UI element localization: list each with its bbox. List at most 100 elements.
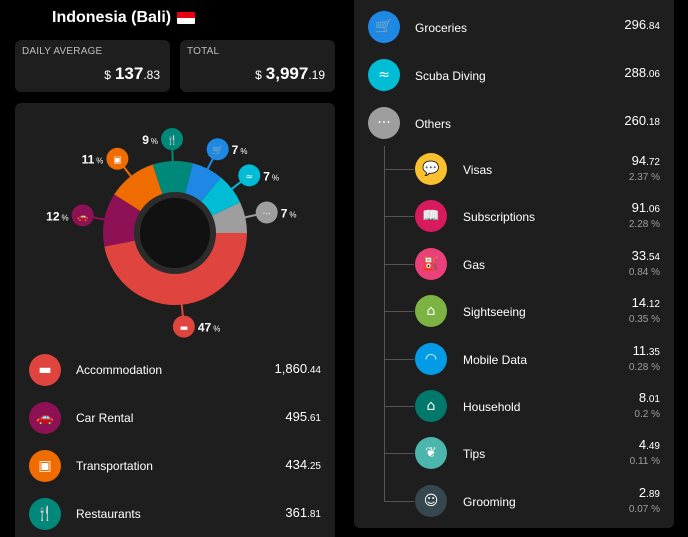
tree-branch (384, 216, 414, 218)
cart-icon-glyph: 🛒 (375, 19, 393, 35)
donut-percent-label: 7% (263, 169, 279, 183)
category-name: Transportation (76, 459, 153, 473)
plant-icon: ❦ (415, 437, 447, 470)
subcategory-row[interactable]: ❦ Tips 4.49 0.11 % (354, 431, 674, 475)
subcategory-row[interactable]: ☺ Grooming 2.89 0.07 % (354, 479, 674, 523)
amount: 2.89 (639, 485, 660, 500)
category-row[interactable]: 🍴 Restaurants 361.81 (15, 494, 335, 534)
amount-int: 8 (638, 390, 647, 405)
subcategory-percent: 2.28 % (628, 219, 660, 231)
cutlery-icon (161, 128, 184, 151)
page-title: Indonesia (Bali) (52, 9, 196, 27)
donut-icon-glyph: ▬ (180, 324, 189, 334)
amount-int: 288 (624, 65, 647, 80)
cart-icon: 🛒 (368, 11, 400, 43)
subcategory-row[interactable]: ◠ Mobile Data 11.35 0.28 % (354, 337, 674, 381)
subcategory-row[interactable]: 💬 Visas 94.72 2.37 % (354, 147, 674, 191)
total-dec: .19 (308, 68, 325, 82)
donut-slice[interactable] (184, 163, 221, 204)
daily-average-card: DAILY AVERAGE $ 137.83 (15, 40, 170, 92)
donut-slice[interactable] (152, 161, 193, 197)
home-icon: ⌂ (415, 390, 447, 422)
home-icon-glyph: ⌂ (426, 398, 436, 414)
subcategory-name: Grooming (463, 494, 516, 509)
car-icon (71, 204, 94, 227)
category-row[interactable]: ▬ Accommodation 1,860.44 (15, 350, 335, 390)
bus-icon (106, 147, 129, 170)
total-int: 3,997 (265, 64, 309, 83)
amount: 8.01 (639, 390, 660, 405)
tree-connector (384, 146, 385, 501)
bed-icon: ▬ (29, 354, 61, 386)
amount-dec: .81 (307, 509, 321, 520)
amount: 434.25 (285, 457, 321, 472)
donut-percent-label: 9% (142, 133, 158, 147)
total-value: $ 3,997.19 (255, 64, 325, 84)
amount: 11.35 (633, 343, 660, 358)
car-icon: 🚗 (29, 402, 61, 434)
tree-branch (384, 169, 414, 170)
subcategory-row[interactable]: ⌂ Sightseeing 14.12 0.35 % (354, 289, 674, 333)
swim-icon-glyph: ≈ (378, 67, 390, 83)
donut-percent-label: 7% (232, 143, 248, 157)
book-icon: 📖 (415, 200, 447, 233)
subcategory-row[interactable]: ⌂ Household 8.01 0.2 % (354, 384, 674, 428)
total-card: TOTAL $ 3,997.19 (180, 40, 335, 92)
more-icon-glyph: ··· (377, 115, 391, 131)
category-name: Scuba Diving (415, 69, 486, 83)
wifi-icon: ◠ (415, 342, 447, 375)
amount: 33.54 (632, 248, 660, 263)
subcategory-percent: 0.84 % (628, 266, 660, 278)
donut-icon-glyph: ··· (262, 209, 271, 219)
face-icon: ☺ (415, 484, 447, 517)
amount: 495.61 (285, 409, 321, 424)
amount-dec: .01 (646, 394, 660, 405)
subcategory-percent: 2.37 % (628, 172, 660, 183)
subcategory-row[interactable]: ⛽ Gas 33.54 0.84 % (354, 242, 674, 286)
amount-int: 361 (285, 505, 308, 520)
amount: 4.49 (639, 437, 660, 452)
subcategory-name: Visas (463, 163, 493, 177)
amount-int: 434 (285, 457, 308, 472)
currency-symbol: $ (104, 68, 111, 82)
category-name: Car Rental (76, 411, 134, 425)
daily-average-int: 137 (114, 64, 144, 83)
amount: 91.06 (632, 200, 660, 215)
amount-dec: .54 (646, 251, 660, 263)
wifi-icon-glyph: ◠ (424, 350, 438, 367)
category-row[interactable]: ··· Others 260.18 (354, 102, 674, 144)
landmark-icon-glyph: ⌂ (426, 303, 436, 320)
amount-int: 94 (631, 153, 647, 168)
tree-branch (384, 406, 414, 407)
donut-icon-glyph: ≈ (246, 172, 254, 182)
landmark-icon: ⌂ (415, 295, 447, 328)
daily-average-dec: .83 (143, 68, 160, 82)
donut-icon-glyph: 🛒 (212, 144, 223, 156)
bed-icon-glyph: ▬ (38, 362, 52, 378)
category-row[interactable]: 🛒 Groceries 296.84 (354, 6, 674, 48)
face-icon-glyph: ☺ (423, 492, 439, 509)
category-name: Groceries (415, 21, 468, 35)
category-row[interactable]: ▣ Transportation 434.25 (15, 446, 335, 486)
tree-branch (384, 358, 414, 360)
breakdown-card: ▬ 47% 🚗 12% ▣ 11% 🍴 9% 🛒 7% ≈7% ··· 7% (15, 103, 335, 537)
tree-branch (384, 453, 414, 455)
amount: 94.72 (632, 153, 660, 168)
donut-slice[interactable] (199, 177, 241, 217)
donut-slice[interactable] (209, 202, 247, 233)
donut-percent-label: 12% (46, 209, 68, 223)
amount-dec: .35 (646, 346, 660, 358)
category-row[interactable]: 🚗 Car Rental 495.61 (15, 398, 335, 438)
subcategory-row[interactable]: 📖 Subscriptions 91.06 2.28 % (354, 194, 674, 238)
amount-dec: .44 (307, 365, 321, 376)
chat-icon: 💬 (415, 153, 447, 185)
subcategory-name: Gas (463, 257, 486, 272)
amount: 1,860.44 (275, 361, 321, 376)
donut-slice[interactable] (103, 194, 143, 247)
amount-dec: .25 (307, 461, 321, 472)
amount-int: 260 (624, 113, 647, 128)
category-row[interactable]: ≈ Scuba Diving 288.06 (354, 54, 674, 96)
amount: 14.12 (632, 295, 660, 310)
subcategory-percent: 0.11 % (629, 456, 660, 468)
amount-int: 91 (631, 200, 647, 216)
